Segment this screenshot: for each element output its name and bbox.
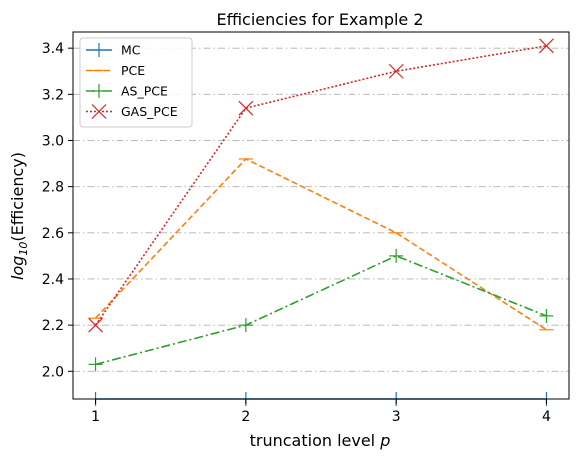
- series-marker: [539, 308, 554, 323]
- series-marker: [539, 38, 554, 54]
- series-marker: [92, 84, 106, 98]
- y-tick-label: 2.2: [42, 318, 64, 334]
- legend-label: MC: [121, 43, 141, 58]
- series-as-pce: [88, 248, 554, 372]
- x-axis-label-var: p: [379, 431, 390, 450]
- marker-stroke: [238, 100, 254, 116]
- y-axis-label-sub: 10: [17, 242, 30, 256]
- y-tick-label: 2.6: [42, 226, 64, 242]
- x-tick-label: 3: [392, 409, 401, 425]
- series-marker: [388, 63, 404, 79]
- series-line: [94, 157, 547, 331]
- series-marker: [238, 318, 253, 333]
- y-tick-label: 2.0: [42, 364, 64, 380]
- legend-entry-pce: PCE: [86, 63, 145, 78]
- y-tick-label: 2.4: [42, 272, 64, 288]
- y-tick-label: 3.2: [42, 87, 64, 103]
- y-tick-label: 2.8: [42, 180, 64, 196]
- x-tick-label: 4: [542, 409, 551, 425]
- y-tick-label: 3.4: [42, 41, 64, 57]
- series-line: [95, 255, 547, 366]
- y-tick-label: 3.0: [42, 133, 64, 149]
- series-pce: [88, 157, 554, 331]
- series-gas-pce: [88, 38, 554, 333]
- plot-frame: [72, 31, 570, 400]
- x-tick-label: 1: [91, 409, 100, 425]
- legend-entry-as-pce: AS_PCE: [86, 84, 168, 99]
- legend-label: PCE: [121, 63, 145, 78]
- legend-entry-gas-pce: GAS_PCE: [86, 104, 178, 119]
- axis-ticks: 2.0 2.2 2.4 2.6 2.8 3.0 3.2 3.4 1 2 3 4: [42, 41, 551, 425]
- marker-stroke: [539, 38, 554, 54]
- x-tick-label: 2: [241, 409, 250, 425]
- legend-label: AS_PCE: [121, 84, 168, 99]
- series-marker: [91, 104, 107, 119]
- y-axis-label-log: log: [8, 256, 27, 280]
- chart-title: Efficiencies for Example 2: [216, 10, 423, 29]
- series-marker: [88, 357, 103, 372]
- legend-box: [79, 37, 193, 128]
- marker-stroke: [388, 63, 404, 79]
- series-marker: [88, 317, 103, 333]
- legend-entry-mc: MC: [86, 43, 141, 58]
- marker-stroke: [91, 104, 107, 119]
- x-axis-label: truncation level p: [250, 431, 391, 450]
- y-axis-label-rest: (Efficiency): [8, 152, 27, 242]
- series-line: [94, 45, 547, 326]
- x-axis-label-text: truncation level: [250, 431, 381, 450]
- marker-stroke: [88, 317, 103, 333]
- legend: MC PCE AS_PCE GAS_PCE: [79, 37, 193, 128]
- y-axis-label: log10(Efficiency): [8, 152, 30, 280]
- legend-label: GAS_PCE: [121, 104, 178, 119]
- series-marker: [389, 248, 404, 263]
- series-marker: [238, 100, 254, 116]
